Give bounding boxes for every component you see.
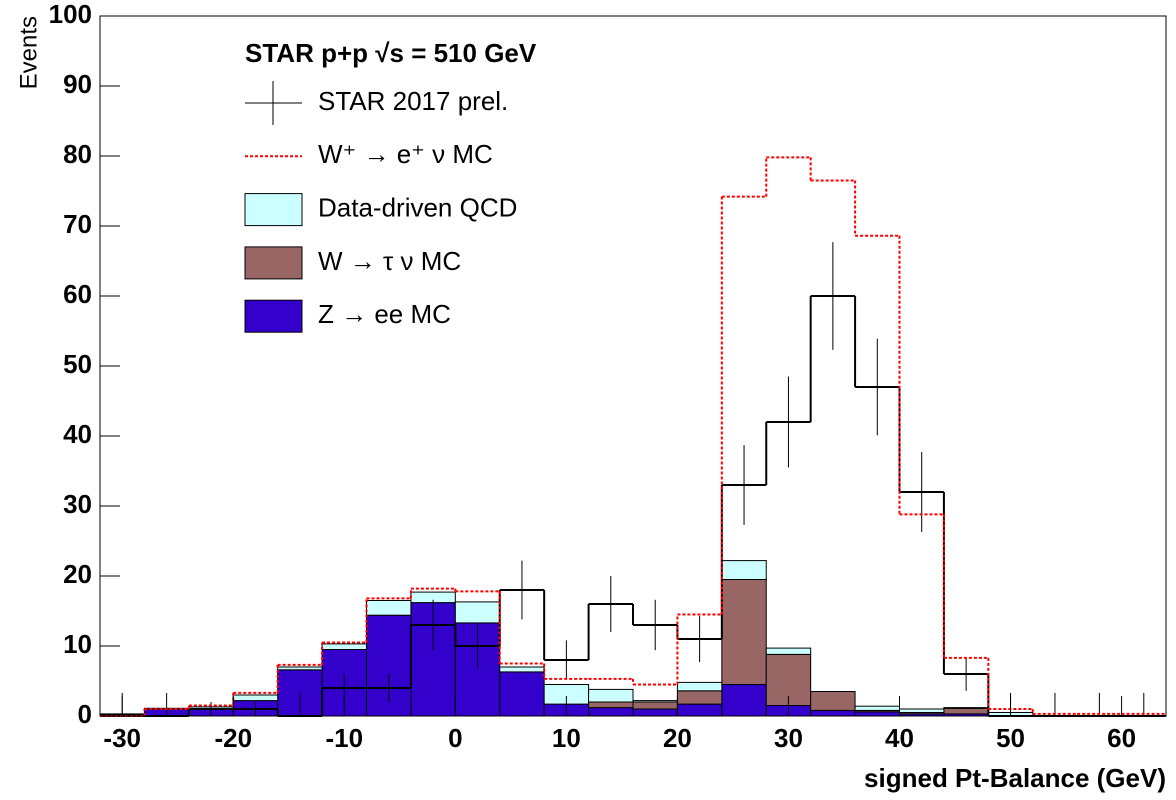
legend-label: Data-driven QCD: [318, 192, 517, 222]
stack-bar: [676, 690, 723, 705]
stack-bar: [721, 684, 767, 717]
legend-swatch: [244, 299, 303, 333]
legend-label: W → τ ν MC: [318, 246, 461, 276]
stack-bar: [499, 671, 545, 717]
stack-bar: [810, 709, 856, 717]
y-tick-label: 60: [63, 279, 92, 309]
legend-label: W⁺ → e⁺ ν MC: [318, 139, 493, 169]
x-tick-label: 50: [996, 723, 1025, 753]
stack-bar: [499, 666, 545, 673]
stack-bar: [765, 647, 812, 655]
stack-bar: [588, 701, 634, 709]
stack-bar: [632, 701, 678, 710]
x-tick-label: 60: [1107, 723, 1136, 753]
stack-bar: [899, 708, 945, 713]
y-tick-label: 40: [63, 419, 92, 449]
stack-bar: [854, 705, 900, 711]
y-tick-label: 10: [63, 629, 92, 659]
x-tick-label: -30: [103, 723, 141, 753]
y-axis-label: Events: [15, 16, 42, 89]
stack-bar: [676, 703, 723, 717]
x-tick-label: 30: [774, 723, 803, 753]
x-axis-label: signed Pt-Balance (GeV): [864, 763, 1166, 793]
stack-bar: [588, 707, 634, 717]
x-tick-label: 0: [448, 723, 462, 753]
y-tick-label: 50: [63, 349, 92, 379]
legend-label: Z → ee MC: [318, 299, 451, 329]
stack-bar: [321, 643, 368, 651]
stack-bar: [232, 694, 279, 702]
legend-swatch: [244, 246, 303, 280]
stack-bar: [454, 601, 501, 624]
stack-bar: [810, 691, 856, 711]
x-tick-label: 10: [552, 723, 581, 753]
x-tick-label: 40: [885, 723, 914, 753]
y-tick-label: 90: [63, 69, 92, 99]
y-tick-label: 70: [63, 209, 92, 239]
y-tick-label: 100: [49, 0, 92, 29]
stack-bar: [632, 700, 678, 703]
legend-header: STAR p+p √s = 510 GeV: [245, 38, 537, 68]
stack-bar: [854, 711, 900, 717]
y-tick-label: 30: [63, 489, 92, 519]
y-tick-label: 0: [78, 699, 92, 729]
y-tick-label: 80: [63, 139, 92, 169]
legend-swatch: [244, 193, 303, 227]
legend: STAR 2017 prel. W⁺ → e⁺ ν MC Data-driven Q…: [244, 81, 517, 333]
x-tick-label: -20: [214, 723, 252, 753]
stack-bar: [632, 708, 678, 717]
stack-bar: [721, 579, 767, 685]
legend-label: STAR 2017 prel.: [318, 86, 508, 116]
x-tick-label: -10: [326, 723, 364, 753]
stack-bar: [943, 707, 989, 715]
x-tick-label: 20: [663, 723, 692, 753]
stack-bar: [721, 560, 767, 580]
stack-bar: [588, 688, 634, 703]
stack-bar: [943, 707, 989, 709]
plot-area: [99, 156, 1166, 717]
stack-bar: [277, 666, 323, 671]
stack-bar: [366, 600, 412, 616]
stack-bar: [676, 681, 723, 692]
y-tick-label: 20: [63, 559, 92, 589]
